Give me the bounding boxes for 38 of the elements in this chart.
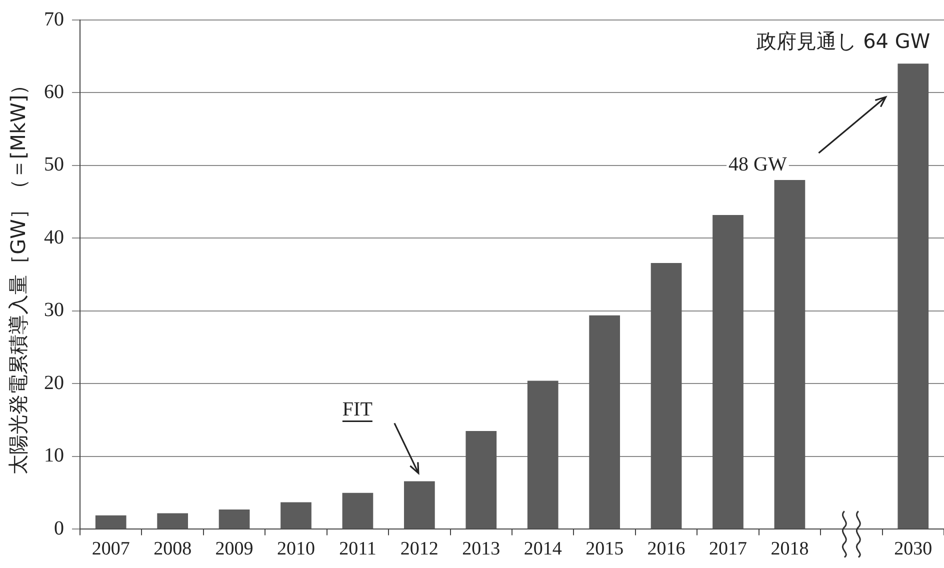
y-axis-title: 太陽光発電累積導入量［GW］（＝[MkW]） [6,74,30,474]
bar [404,481,435,529]
y-tick-label: 10 [44,444,64,467]
x-tick-label: 2010 [277,538,315,560]
y-tick-label: 50 [44,154,64,176]
x-tick-label: 2011 [339,538,376,560]
x-tick-label: 2013 [462,538,500,560]
bar [342,492,374,529]
annotation: 48 GW [728,153,787,176]
y-tick-label: 60 [44,80,64,103]
x-tick-label: 2009 [215,538,254,560]
bar [218,510,250,529]
x-tick-label: 2018 [770,538,809,560]
y-tick-label: 20 [44,372,64,394]
bar [650,262,682,529]
x-tick-label: 2008 [154,538,192,560]
annotation: 政府見通し 64 GW [756,28,930,53]
annotation: FIT [342,398,372,420]
x-tick-label: 2007 [92,538,130,560]
x-tick-label: 2030 [894,538,932,560]
x-tick-label: 2016 [647,538,686,560]
x-tick-label: 2014 [524,538,562,560]
bar [589,315,620,529]
bar [898,64,929,529]
bar [95,515,126,529]
x-tick-label: 2017 [709,538,747,560]
x-tick-label: 2012 [400,538,438,560]
bar [280,502,312,529]
x-tick-label: 2015 [586,538,624,560]
bar [712,214,744,529]
bar [527,380,558,529]
bar [157,513,188,529]
y-tick-label: 40 [44,226,64,248]
bar [466,430,497,529]
y-tick-label: 30 [44,299,64,322]
y-tick-label: 70 [44,8,64,30]
y-tick-label: 0 [54,517,64,540]
bar [774,180,806,529]
